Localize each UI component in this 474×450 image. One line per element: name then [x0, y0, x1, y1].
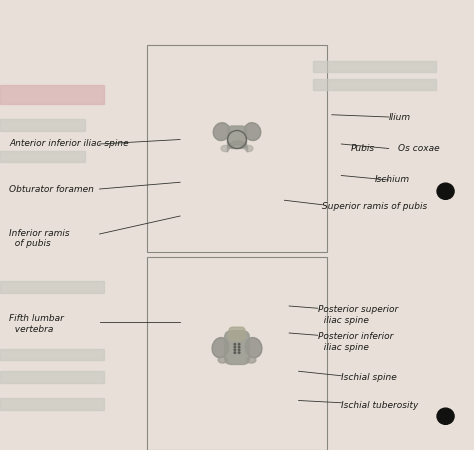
Text: Pubis: Pubis: [351, 144, 375, 153]
FancyBboxPatch shape: [229, 327, 245, 340]
Text: Anterior inferior iliac spine: Anterior inferior iliac spine: [9, 140, 129, 148]
Circle shape: [238, 352, 240, 354]
Ellipse shape: [246, 357, 256, 363]
Text: Superior ramis of pubis: Superior ramis of pubis: [322, 202, 428, 211]
Text: Ischial tuberosity: Ischial tuberosity: [341, 400, 419, 410]
Bar: [0, 371, 104, 382]
Ellipse shape: [245, 145, 253, 152]
Circle shape: [238, 343, 240, 345]
Bar: [0, 151, 85, 162]
Bar: [313, 79, 436, 90]
Text: Posterior superior
  iliac spine: Posterior superior iliac spine: [318, 305, 398, 325]
Circle shape: [234, 343, 236, 345]
Ellipse shape: [213, 123, 230, 140]
FancyBboxPatch shape: [228, 126, 246, 148]
Text: Ilium: Ilium: [389, 112, 411, 122]
Circle shape: [238, 346, 240, 348]
Bar: [0, 349, 104, 360]
Text: Os coxae: Os coxae: [398, 144, 440, 153]
Circle shape: [234, 352, 236, 354]
Text: Ischial spine: Ischial spine: [341, 374, 397, 382]
Circle shape: [437, 183, 454, 199]
Ellipse shape: [218, 357, 228, 363]
Bar: [0, 281, 104, 292]
Ellipse shape: [221, 145, 229, 152]
FancyBboxPatch shape: [225, 331, 249, 364]
Text: Fifth lumbar
  vertebra: Fifth lumbar vertebra: [9, 314, 64, 334]
Circle shape: [238, 349, 240, 351]
Circle shape: [437, 408, 454, 424]
Circle shape: [234, 346, 236, 348]
Ellipse shape: [245, 338, 262, 358]
Text: Posterior inferior
  iliac spine: Posterior inferior iliac spine: [318, 332, 393, 352]
Text: Ischium: Ischium: [374, 176, 410, 184]
Ellipse shape: [244, 123, 261, 140]
Text: Obturator foramen: Obturator foramen: [9, 184, 94, 194]
Bar: [0, 398, 104, 410]
Ellipse shape: [212, 338, 229, 358]
Text: Inferior ramis
  of pubis: Inferior ramis of pubis: [9, 229, 70, 248]
Bar: [0, 119, 85, 130]
Bar: [0, 86, 104, 104]
Bar: [313, 61, 436, 72]
Circle shape: [234, 349, 236, 351]
